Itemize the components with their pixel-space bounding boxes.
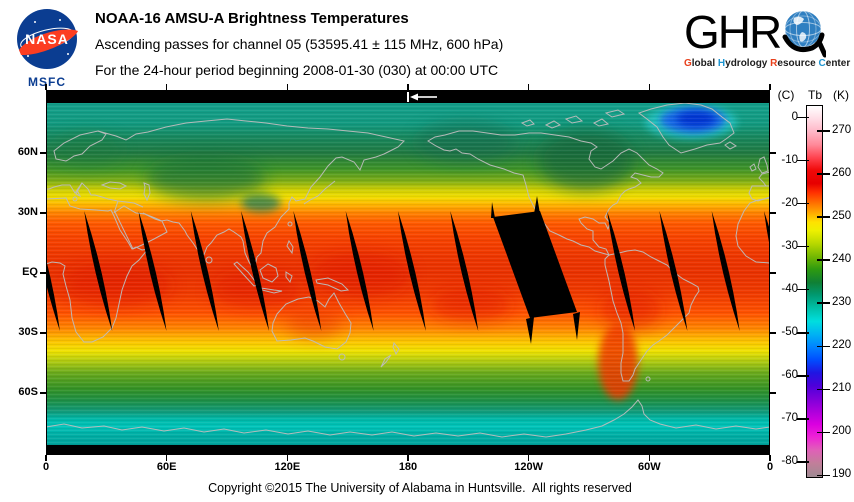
colorbar-kelvin-label: 210 [832, 382, 852, 395]
y-axis-tick-label: 30S [18, 326, 38, 338]
y-axis-tick-right [770, 332, 776, 334]
colorbar-kelvin-label: 240 [832, 253, 852, 266]
map-data-layer [46, 90, 770, 455]
colorbar-unit-kelvin: (K) [833, 88, 849, 102]
ghrc-tagline-text: lobal [691, 58, 718, 69]
orbit-gap-slivers [46, 211, 770, 331]
x-axis-tick-label: 0 [766, 461, 774, 473]
x-axis-tick [286, 455, 289, 461]
orbit-gap-sliver [241, 211, 270, 331]
pass-start-arrow-icon [407, 92, 437, 102]
ghrc-acronym-text: GHR [684, 6, 782, 58]
ghrc-globe-icon [782, 10, 827, 58]
x-axis-tick [165, 455, 168, 461]
ghrc-logo-block: GHR Global Hydrology Resource Center [684, 4, 852, 69]
orbit-gap-sliver [293, 211, 322, 331]
page-title: NOAA-16 AMSU-A Brightness Temperatures [95, 10, 409, 27]
y-axis-tick-label: 60S [18, 386, 38, 398]
y-axis-tick-right [770, 392, 776, 394]
y-axis-tick-right [770, 212, 776, 214]
ghrc-tagline: Global Hydrology Resource Center [684, 58, 852, 69]
subtitle-period: For the 24-hour period beginning 2008-01… [95, 62, 499, 78]
nasa-logo-text: NASA [25, 31, 69, 47]
colorbar [806, 105, 823, 478]
world-temperature-map [46, 90, 770, 455]
y-axis-tick-right [770, 152, 776, 154]
x-axis-tick-label: 0 [42, 461, 50, 473]
ghrc-tagline-text: ydrology [725, 58, 771, 69]
subtitle-channel: Ascending passes for channel 05 (53595.4… [95, 36, 504, 52]
colorbar-kelvin-label: 220 [832, 339, 852, 352]
orbit-gap-sliver [345, 211, 374, 331]
orbit-gap-sliver [190, 211, 219, 331]
x-axis-tick [769, 455, 771, 461]
colorbar-unit-celsius: (C) [777, 88, 795, 102]
copyright-text: Copyright ©2015 The University of Alabam… [208, 481, 632, 495]
map-frame [46, 90, 770, 455]
x-axis-tick [407, 455, 409, 461]
large-data-gap [493, 211, 577, 318]
nasa-logo-icon: NASA [17, 9, 78, 69]
colorbar-celsius-label: -80 [781, 454, 798, 467]
colorbar-kelvin-label: 230 [832, 296, 852, 309]
msfc-caption: MSFC [28, 75, 66, 89]
x-axis-tick-label: 120E [274, 461, 301, 473]
ghrc-tagline-text: esource [777, 58, 819, 69]
y-axis-tick-right [770, 272, 776, 274]
y-axis-tick-label: 60N [17, 146, 38, 158]
orbit-gap-sliver [711, 211, 740, 331]
orbit-gap-sliver [84, 211, 113, 331]
y-axis-tick-label: EQ [22, 266, 38, 278]
orbit-gap-sliver [450, 211, 479, 331]
orbit-gap-sliver [397, 211, 426, 331]
ghrc-tagline-initial: H [717, 58, 726, 69]
y-axis-tick-label: 30N [17, 206, 38, 218]
x-axis-tick-label: 60E [156, 461, 177, 473]
colorbar-kelvin-label: 200 [832, 425, 852, 438]
large-data-gap-spikes [491, 196, 580, 344]
ghrc-tagline-text: enter [825, 58, 851, 69]
colorbar-kelvin-label: 270 [832, 124, 852, 136]
colorbar-unit-tb: Tb [807, 88, 822, 102]
ghrc-tagline-initial: G [684, 58, 692, 69]
orbit-gap-sliver [607, 211, 636, 331]
orbit-gap-sliver [138, 211, 167, 331]
ghrc-tagline-initial: R [770, 58, 778, 69]
orbit-gap-sliver [763, 211, 770, 248]
x-axis-tick [527, 455, 530, 461]
ghrc-tagline-initial: C [818, 58, 826, 69]
colorbar-kelvin-label: 250 [832, 210, 852, 223]
nasa-logo-block: NASA MSFC [8, 6, 86, 89]
orbit-gap-sliver [659, 211, 688, 331]
polar-gap-south [46, 445, 770, 455]
x-axis-tick [648, 455, 651, 461]
x-axis-tick-label: 120W [514, 461, 544, 473]
x-axis-tick-label: 180 [398, 461, 418, 473]
orbit-gap-sliver [46, 259, 60, 331]
colorbar-kelvin-label: 260 [832, 167, 852, 180]
x-axis-tick-label: 60W [638, 461, 661, 473]
colorbar-kelvin-label: 190 [832, 468, 852, 481]
x-axis-tick [45, 455, 47, 461]
